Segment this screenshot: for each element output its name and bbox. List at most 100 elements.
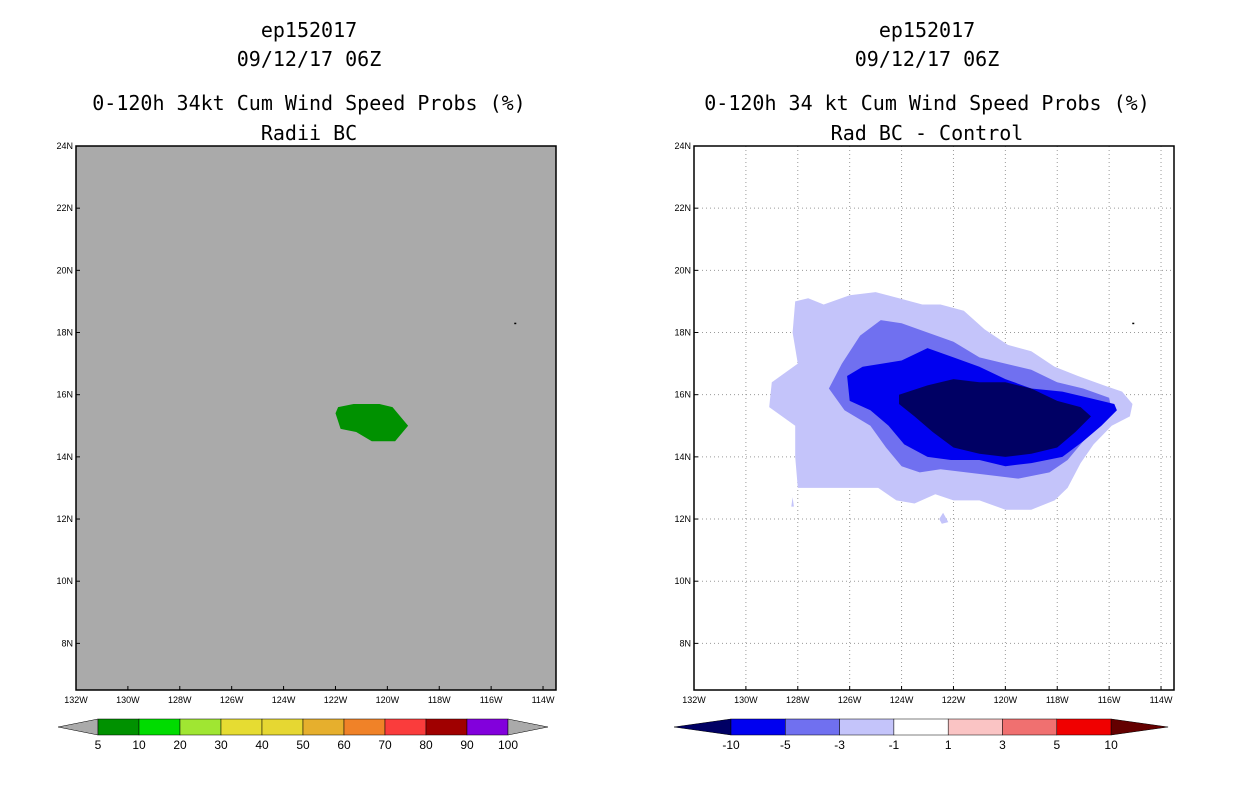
left-xtick-label-124W: 124W	[272, 695, 296, 705]
right-panel: ep152017 09/12/17 06Z 0-120h 34 kt Cum W…	[618, 0, 1236, 800]
right-colorbar-label-3: 3	[999, 738, 1006, 752]
right-difference-map: 132W 130W 128W 126W 124W 122W 120W 118W 116W 114W…	[673, 141, 1175, 752]
right-xtick-label-114W: 114W	[1150, 695, 1173, 705]
right-colorbar-label--5: -5	[780, 738, 791, 752]
left-ytick-label-20N: 20N	[56, 265, 73, 275]
left-datetime: 09/12/17 06Z	[236, 47, 382, 71]
right-colorbar-swatch-6	[1056, 718, 1112, 736]
left-colorbar-label-10: 10	[132, 738, 146, 752]
right-colorbar-right-end	[1110, 718, 1169, 736]
left-colorbar: 5 10 20 30 40 50 60 70 80 90 100	[57, 718, 549, 752]
left-storm-id: ep152017	[260, 18, 358, 42]
left-probability-map: 132W 130W 128W 126W 124W 122W 120W 118W 116W 114W…	[56, 141, 557, 752]
right-chart-subtitle: Rad BC - Control	[830, 121, 1024, 145]
left-xtick-label-116W: 116W	[480, 695, 503, 705]
left-panel: ep152017 09/12/17 06Z 0-120h 34kt Cum Wi…	[56, 18, 557, 752]
left-colorbar-label-100: 100	[498, 738, 518, 752]
right-colorbar: -10 -5 -3 -1 1 3 5 10	[673, 718, 1169, 752]
right-datetime: 09/12/17 06Z	[854, 47, 1000, 71]
left-colorbar-label-90: 90	[460, 738, 474, 752]
right-xtick-label-118W: 118W	[1046, 695, 1069, 705]
right-colorbar-label-1: 1	[945, 738, 952, 752]
right-colorbar-swatch-4	[947, 718, 1003, 736]
right-xtick-label-132W: 132W	[682, 695, 706, 705]
right-ytick-label-10N: 10N	[674, 576, 691, 586]
left-xtick-label-128W: 128W	[168, 695, 192, 705]
left-colorbar-label-60: 60	[337, 738, 351, 752]
right-ytick-label-14N: 14N	[674, 452, 691, 462]
right-chart-title: 0-120h 34 kt Cum Wind Speed Probs (%)	[704, 91, 1150, 115]
left-ytick-label-8N: 8N	[61, 638, 73, 648]
left-colorbar-swatch-9	[466, 718, 509, 736]
right-xtick-label-120W: 120W	[994, 695, 1018, 705]
right-xtick-label-124W: 124W	[890, 695, 914, 705]
right-ytick-label-20N: 20N	[674, 265, 691, 275]
right-land-point-0	[1132, 322, 1135, 325]
right-ytick-label-18N: 18N	[674, 328, 691, 338]
left-colorbar-swatch-6	[343, 718, 386, 736]
left-ytick-label-24N: 24N	[56, 141, 73, 151]
left-colorbar-swatch-2	[179, 718, 222, 736]
left-ytick-label-10N: 10N	[56, 576, 73, 586]
right-contour-fragment-1	[939, 512, 949, 524]
left-xtick-label-118W: 118W	[428, 695, 451, 705]
right-plot-frame	[693, 145, 1175, 691]
left-ytick-label-16N: 16N	[56, 390, 73, 400]
right-xtick-label-116W: 116W	[1098, 695, 1121, 705]
right-contour-3	[899, 379, 1091, 457]
left-colorbar-swatch-8	[425, 718, 468, 736]
right-xtick-label-128W: 128W	[786, 695, 810, 705]
left-xtick-label-130W: 130W	[116, 695, 140, 705]
right-ytick-label-16N: 16N	[674, 390, 691, 400]
left-colorbar-swatch-1	[138, 718, 181, 736]
left-plot-frame	[75, 145, 557, 691]
left-chart-title: 0-120h 34kt Cum Wind Speed Probs (%)	[92, 91, 526, 115]
left-contours	[335, 404, 409, 442]
right-colorbar-label-5: 5	[1053, 738, 1060, 752]
right-colorbar-swatch-3	[893, 718, 949, 736]
left-colorbar-swatch-0	[97, 718, 140, 736]
left-colorbar-label-30: 30	[214, 738, 228, 752]
left-colorbar-swatch-3	[220, 718, 263, 736]
right-colorbar-swatch-1	[785, 718, 840, 736]
left-xtick-label-126W: 126W	[220, 695, 244, 705]
left-chart-subtitle: Radii BC	[260, 121, 358, 145]
right-ytick-label-22N: 22N	[674, 203, 691, 213]
right-colorbar-swatch-5	[1002, 718, 1058, 736]
right-xtick-label-130W: 130W	[734, 695, 758, 705]
left-land-point-0	[514, 322, 517, 325]
left-xtick-label-114W: 114W	[532, 695, 555, 705]
right-xtick-label-126W: 126W	[838, 695, 862, 705]
left-contour-0	[335, 404, 409, 442]
right-contour-fragment-0	[791, 497, 794, 507]
left-colorbar-swatch-5	[302, 718, 345, 736]
right-xtick-label-122W: 122W	[942, 695, 966, 705]
left-xtick-label-122W: 122W	[324, 695, 348, 705]
right-ytick-label-12N: 12N	[674, 514, 691, 524]
left-xtick-label-120W: 120W	[376, 695, 400, 705]
right-colorbar-swatch-2	[839, 718, 895, 736]
right-colorbar-label--10: -10	[722, 738, 740, 752]
right-contours	[769, 292, 1133, 524]
left-ytick-label-18N: 18N	[56, 328, 73, 338]
left-ytick-label-12N: 12N	[56, 514, 73, 524]
left-plot-area	[76, 146, 556, 690]
right-ytick-label-24N: 24N	[674, 141, 691, 151]
left-xtick-label-132W: 132W	[64, 695, 88, 705]
right-colorbar-label--3: -3	[834, 738, 845, 752]
left-colorbar-label-50: 50	[296, 738, 310, 752]
left-colorbar-label-5: 5	[95, 738, 102, 752]
left-colorbar-label-80: 80	[419, 738, 433, 752]
left-ytick-label-22N: 22N	[56, 203, 73, 213]
right-colorbar-label--1: -1	[889, 738, 900, 752]
right-colorbar-swatch-0	[730, 718, 786, 736]
left-colorbar-label-40: 40	[255, 738, 269, 752]
left-colorbar-label-70: 70	[378, 738, 392, 752]
left-colorbar-label-20: 20	[173, 738, 187, 752]
left-colorbar-swatch-7	[384, 718, 427, 736]
left-ytick-label-14N: 14N	[56, 452, 73, 462]
left-colorbar-right-end	[507, 718, 549, 736]
left-colorbar-swatch-4	[261, 718, 304, 736]
left-colorbar-left-end	[57, 718, 99, 736]
right-storm-id: ep152017	[878, 18, 976, 42]
